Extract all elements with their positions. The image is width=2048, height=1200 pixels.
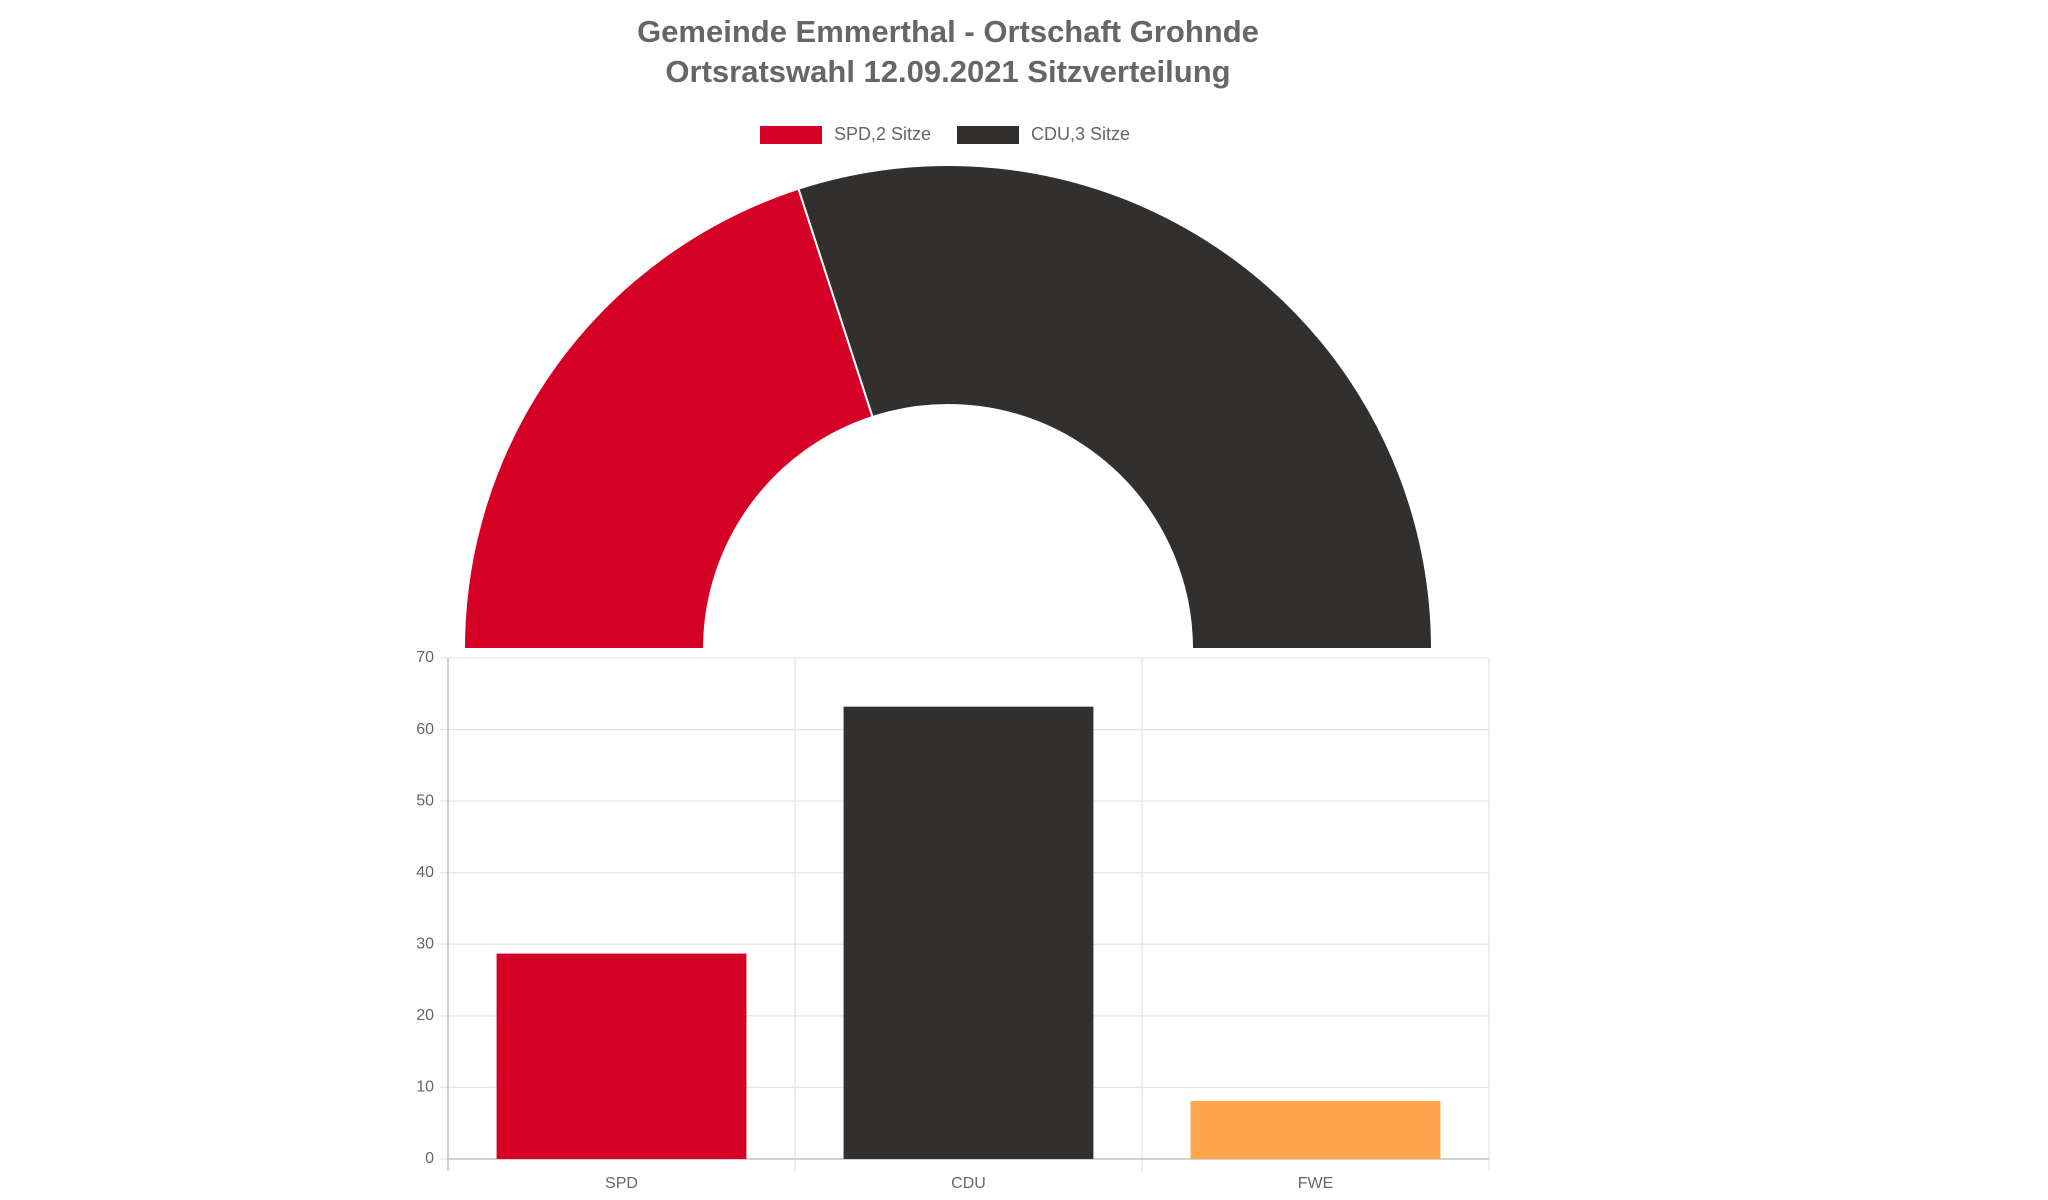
x-tick-label: SPD (605, 1175, 638, 1192)
chart-subtitle: Ortsratswahl 12.09.2021 Sitzverteilung (665, 54, 1230, 89)
legend-label: CDU,3 Sitze (1031, 124, 1130, 144)
y-tick-label: 70 (416, 649, 434, 666)
y-tick-label: 10 (416, 1079, 434, 1096)
legend-swatch (957, 126, 1019, 144)
legend-swatch (760, 126, 822, 144)
bar (1190, 1101, 1441, 1159)
y-tick-label: 20 (416, 1007, 434, 1024)
bar (843, 706, 1094, 1159)
bar (496, 953, 747, 1159)
y-tick-label: 60 (416, 721, 434, 738)
y-tick-label: 40 (416, 864, 434, 881)
doughnut-segment (462, 187, 874, 650)
y-tick-label: 0 (425, 1150, 434, 1167)
y-tick-label: 30 (416, 936, 434, 953)
x-tick-label: CDU (951, 1175, 986, 1192)
chart-title: Gemeinde Emmerthal - Ortschaft Grohnde (637, 14, 1259, 49)
y-tick-label: 50 (416, 792, 434, 809)
doughnut-segment (797, 164, 1434, 650)
x-tick-label: FWE (1298, 1175, 1334, 1192)
legend-label: SPD,2 Sitze (834, 124, 931, 144)
